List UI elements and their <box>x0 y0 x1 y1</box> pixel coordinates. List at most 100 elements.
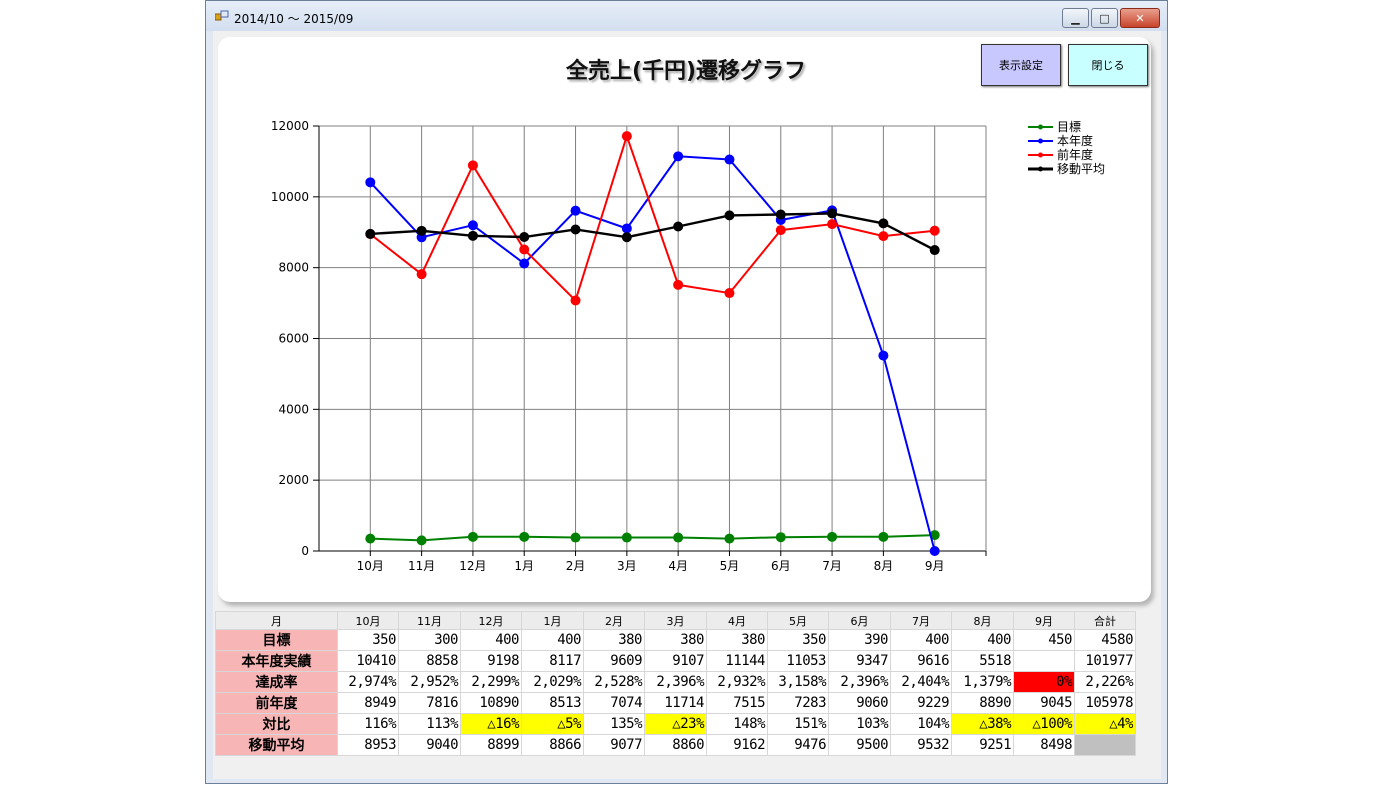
table-cell[interactable]: 300 <box>398 629 461 651</box>
close-button[interactable]: 閉じる <box>1068 44 1148 86</box>
table-cell[interactable]: 9040 <box>398 734 461 756</box>
table-cell[interactable]: △4% <box>1074 713 1136 735</box>
table-cell[interactable]: 400 <box>521 629 584 651</box>
table-cell[interactable]: 151% <box>767 713 829 735</box>
table-cell[interactable]: 7816 <box>398 692 461 714</box>
column-header[interactable]: 3月 <box>644 611 707 630</box>
table-cell[interactable]: 9198 <box>460 650 522 672</box>
table-cell[interactable]: △16% <box>460 713 522 735</box>
column-header[interactable]: 6月 <box>828 611 891 630</box>
table-cell[interactable]: 2,974% <box>337 671 399 693</box>
table-cell[interactable]: 2,396% <box>644 671 707 693</box>
row-label[interactable]: 対比 <box>215 713 338 735</box>
table-cell[interactable]: 2,299% <box>460 671 522 693</box>
column-header[interactable]: 合計 <box>1074 611 1136 630</box>
table-cell[interactable]: 9500 <box>828 734 891 756</box>
table-cell[interactable]: 9229 <box>890 692 952 714</box>
table-cell[interactable] <box>1074 734 1136 756</box>
table-cell[interactable]: 10410 <box>337 650 399 672</box>
column-header[interactable]: 12月 <box>460 611 522 630</box>
column-header[interactable]: 4月 <box>706 611 768 630</box>
data-grid[interactable]: 月 10月 11月 12月 1月 2月 3月 4月 5月 6月 7月 8月 9月 合計 目標 350 300 40… <box>215 611 1160 776</box>
table-cell[interactable]: 11144 <box>706 650 768 672</box>
row-label[interactable]: 達成率 <box>215 671 338 693</box>
table-cell[interactable]: △100% <box>1013 713 1075 735</box>
table-cell[interactable]: 400 <box>890 629 952 651</box>
table-cell[interactable]: 2,226% <box>1074 671 1136 693</box>
table-cell[interactable]: 5518 <box>951 650 1014 672</box>
table-cell[interactable]: 9077 <box>583 734 645 756</box>
table-cell[interactable]: 2,952% <box>398 671 461 693</box>
table-cell[interactable]: 9609 <box>583 650 645 672</box>
column-header[interactable]: 11月 <box>398 611 461 630</box>
table-cell[interactable]: 148% <box>706 713 768 735</box>
table-cell[interactable]: 450 <box>1013 629 1075 651</box>
table-cell[interactable]: 8866 <box>521 734 584 756</box>
table-cell[interactable]: 0% <box>1013 671 1075 693</box>
table-cell[interactable]: 9060 <box>828 692 891 714</box>
table-cell[interactable]: 8949 <box>337 692 399 714</box>
table-cell[interactable]: 380 <box>706 629 768 651</box>
column-header[interactable]: 9月 <box>1013 611 1075 630</box>
table-cell[interactable]: 1,379% <box>951 671 1014 693</box>
table-cell[interactable]: 10890 <box>460 692 522 714</box>
row-label[interactable]: 本年度実績 <box>215 650 338 672</box>
table-cell[interactable]: 8117 <box>521 650 584 672</box>
table-cell[interactable] <box>1013 650 1075 672</box>
column-header[interactable]: 7月 <box>890 611 952 630</box>
table-cell[interactable]: 9162 <box>706 734 768 756</box>
table-cell[interactable]: 350 <box>767 629 829 651</box>
table-cell[interactable]: △5% <box>521 713 584 735</box>
table-cell[interactable]: 8498 <box>1013 734 1075 756</box>
table-cell[interactable]: △38% <box>951 713 1014 735</box>
table-cell[interactable]: 101977 <box>1074 650 1136 672</box>
table-cell[interactable]: △23% <box>644 713 707 735</box>
table-cell[interactable]: 135% <box>583 713 645 735</box>
table-cell[interactable]: 400 <box>951 629 1014 651</box>
table-cell[interactable]: 8899 <box>460 734 522 756</box>
table-cell[interactable]: 390 <box>828 629 891 651</box>
table-cell[interactable]: 350 <box>337 629 399 651</box>
table-cell[interactable]: 4580 <box>1074 629 1136 651</box>
title-bar[interactable]: 2014/10 ～ 2015/09 ▁ □ ✕ <box>206 1 1167 31</box>
column-header[interactable]: 2月 <box>583 611 645 630</box>
table-cell[interactable]: 9532 <box>890 734 952 756</box>
table-cell[interactable]: 9045 <box>1013 692 1075 714</box>
table-cell[interactable]: 8860 <box>644 734 707 756</box>
table-cell[interactable]: 7283 <box>767 692 829 714</box>
table-cell[interactable]: 400 <box>460 629 522 651</box>
table-cell[interactable]: 9616 <box>890 650 952 672</box>
table-cell[interactable]: 3,158% <box>767 671 829 693</box>
table-cell[interactable]: 103% <box>828 713 891 735</box>
row-label[interactable]: 前年度 <box>215 692 338 714</box>
column-header[interactable]: 10月 <box>337 611 399 630</box>
close-window-button[interactable]: ✕ <box>1120 8 1160 28</box>
table-cell[interactable]: 7074 <box>583 692 645 714</box>
table-cell[interactable]: 105978 <box>1074 692 1136 714</box>
table-cell[interactable]: 113% <box>398 713 461 735</box>
table-cell[interactable]: 104% <box>890 713 952 735</box>
table-cell[interactable]: 8890 <box>951 692 1014 714</box>
row-label[interactable]: 目標 <box>215 629 338 651</box>
table-cell[interactable]: 11714 <box>644 692 707 714</box>
table-cell[interactable]: 9251 <box>951 734 1014 756</box>
table-cell[interactable]: 9476 <box>767 734 829 756</box>
table-cell[interactable]: 8953 <box>337 734 399 756</box>
table-cell[interactable]: 8858 <box>398 650 461 672</box>
table-cell[interactable]: 2,029% <box>521 671 584 693</box>
table-cell[interactable]: 380 <box>644 629 707 651</box>
display-settings-button[interactable]: 表示設定 <box>981 44 1061 86</box>
table-cell[interactable]: 8513 <box>521 692 584 714</box>
column-header[interactable]: 月 <box>215 611 338 630</box>
column-header[interactable]: 5月 <box>767 611 829 630</box>
table-cell[interactable]: 116% <box>337 713 399 735</box>
row-label[interactable]: 移動平均 <box>215 734 338 756</box>
table-cell[interactable]: 2,404% <box>890 671 952 693</box>
maximize-button[interactable]: □ <box>1091 8 1118 28</box>
table-cell[interactable]: 2,396% <box>828 671 891 693</box>
table-cell[interactable]: 2,932% <box>706 671 768 693</box>
minimize-button[interactable]: ▁ <box>1062 8 1089 28</box>
table-cell[interactable]: 2,528% <box>583 671 645 693</box>
table-cell[interactable]: 9107 <box>644 650 707 672</box>
table-cell[interactable]: 7515 <box>706 692 768 714</box>
